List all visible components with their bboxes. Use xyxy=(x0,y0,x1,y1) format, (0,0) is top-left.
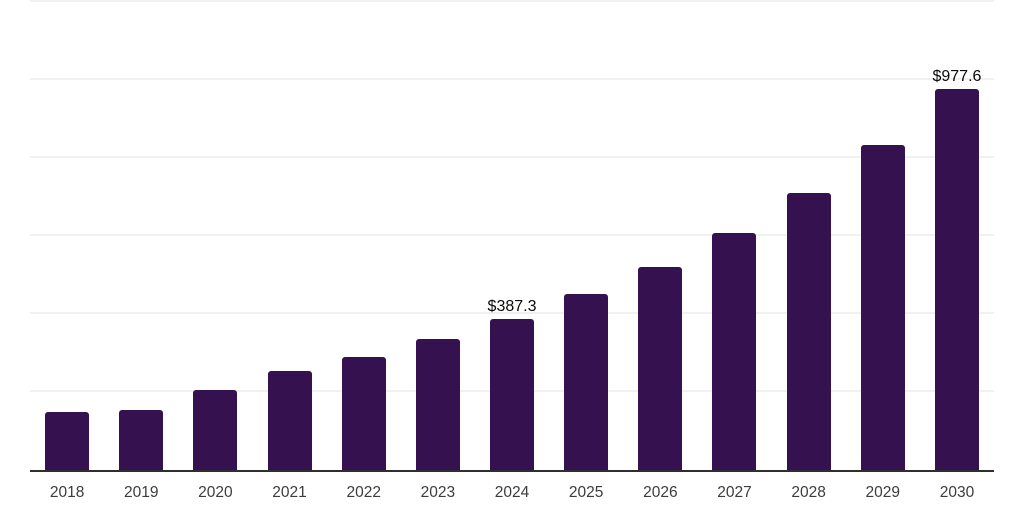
data-label-2024: $387.3 xyxy=(487,298,537,315)
bar-cell-2026 xyxy=(623,2,697,470)
x-tick-label-2027: 2027 xyxy=(717,484,752,501)
bar-2019 xyxy=(119,410,164,470)
bar-2030 xyxy=(934,89,979,470)
x-tick-label-2024: 2024 xyxy=(494,484,530,501)
x-tick-label-2025: 2025 xyxy=(568,484,604,501)
x-tick-label-2030: 2030 xyxy=(939,484,975,501)
bar-2028 xyxy=(786,193,831,470)
bar-cell-2029 xyxy=(846,2,920,470)
x-tick-label-2026: 2026 xyxy=(643,484,678,501)
gridline-1200 xyxy=(30,0,994,2)
x-tick-label-2028: 2028 xyxy=(791,484,826,501)
gridline-600 xyxy=(30,234,994,236)
gridline-1000 xyxy=(30,78,994,80)
bar-cell-2019 xyxy=(104,2,178,470)
bar-cell-2024: $387.3 xyxy=(475,2,549,470)
bar-2024 xyxy=(490,319,535,470)
bar-2029 xyxy=(860,145,905,470)
plot-area: $387.3 $977.6 xyxy=(30,0,994,470)
bar-2026 xyxy=(638,267,683,470)
bar-2018 xyxy=(45,412,90,470)
bar-2020 xyxy=(193,390,238,470)
x-tick-label-2020: 2020 xyxy=(198,484,233,501)
x-tick-label-2023: 2023 xyxy=(420,484,456,501)
bar-cell-2021 xyxy=(252,2,326,470)
data-label-2030: $977.6 xyxy=(932,68,982,85)
x-tick-label-2022: 2022 xyxy=(346,484,381,501)
bar-cell-2028 xyxy=(772,2,846,470)
x-axis-line xyxy=(30,470,994,472)
x-tick-label-2018: 2018 xyxy=(49,484,85,501)
x-tick-label-2029: 2029 xyxy=(865,484,901,501)
x-tick-label-2021: 2021 xyxy=(272,484,307,501)
bars-row: $387.3 $977.6 xyxy=(30,2,994,470)
bar-cell-2022 xyxy=(327,2,401,470)
gridline-400 xyxy=(30,312,994,314)
x-axis-tick-labels: 2018 2019 2020 2021 2022 2023 2024 2025 2026 2027… xyxy=(30,483,994,505)
bar-cell-2020 xyxy=(178,2,252,470)
x-tick-label-2019: 2019 xyxy=(123,484,159,501)
bar-cell-2030: $977.6 xyxy=(920,2,994,470)
bar-cell-2025 xyxy=(549,2,623,470)
gridline-800 xyxy=(30,156,994,158)
bar-cell-2023 xyxy=(401,2,475,470)
bar-2022 xyxy=(341,357,386,470)
bar-2023 xyxy=(415,339,460,470)
bar-cell-2027 xyxy=(697,2,771,470)
bar-cell-2018 xyxy=(30,2,104,470)
bar-2025 xyxy=(564,294,609,470)
bar-2027 xyxy=(712,233,757,470)
bar-2021 xyxy=(267,371,312,470)
